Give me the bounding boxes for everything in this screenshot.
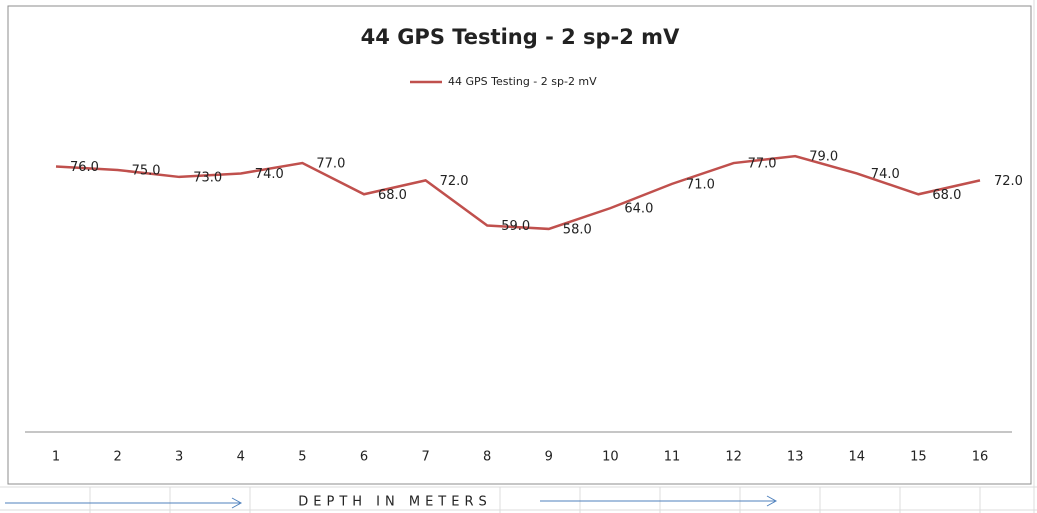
x-tick-label: 5: [298, 450, 306, 465]
x-tick-label: 8: [483, 450, 491, 465]
x-tick-label: 4: [237, 450, 245, 465]
data-label: 76.0: [70, 160, 99, 175]
x-tick-label: 6: [360, 450, 368, 465]
x-tick-label: 14: [849, 450, 866, 465]
chart-frame: [7, 5, 1032, 485]
data-label: 77.0: [748, 157, 777, 172]
axis-arrows: [5, 495, 778, 509]
x-tick-label: 11: [664, 450, 681, 465]
data-label: 75.0: [132, 164, 161, 179]
data-label: 72.0: [440, 174, 469, 189]
chart-title: 44 GPS Testing - 2 sp-2 mV: [361, 25, 680, 49]
data-label: 68.0: [932, 188, 961, 203]
data-label: 59.0: [501, 219, 530, 234]
x-tick-label: 15: [910, 450, 927, 465]
data-label: 79.0: [809, 150, 838, 165]
data-label: 77.0: [316, 157, 345, 172]
data-label: 74.0: [871, 167, 900, 182]
data-label: 72.0: [994, 174, 1023, 189]
data-label: 73.0: [193, 170, 222, 185]
x-tick-label: 13: [787, 450, 804, 465]
x-tick-label: 12: [725, 450, 742, 465]
x-tick-label: 9: [545, 450, 553, 465]
data-label: 64.0: [624, 202, 653, 217]
data-label: 68.0: [378, 188, 407, 203]
data-label: 71.0: [686, 177, 715, 192]
x-tick-label: 16: [972, 450, 989, 465]
data-line: [55, 154, 981, 231]
x-tick-label: 10: [602, 450, 619, 465]
data-label: 74.0: [255, 167, 284, 182]
legend-label: 44 GPS Testing - 2 sp-2 mV: [448, 75, 597, 88]
data-label: 58.0: [563, 222, 592, 237]
x-tick-label: 1: [52, 450, 60, 465]
x-tick-label: 2: [113, 450, 121, 465]
x-tick-label: 3: [175, 450, 183, 465]
x-tick-label: 7: [421, 450, 429, 465]
x-axis-title: DEPTH IN METERS: [298, 495, 491, 510]
